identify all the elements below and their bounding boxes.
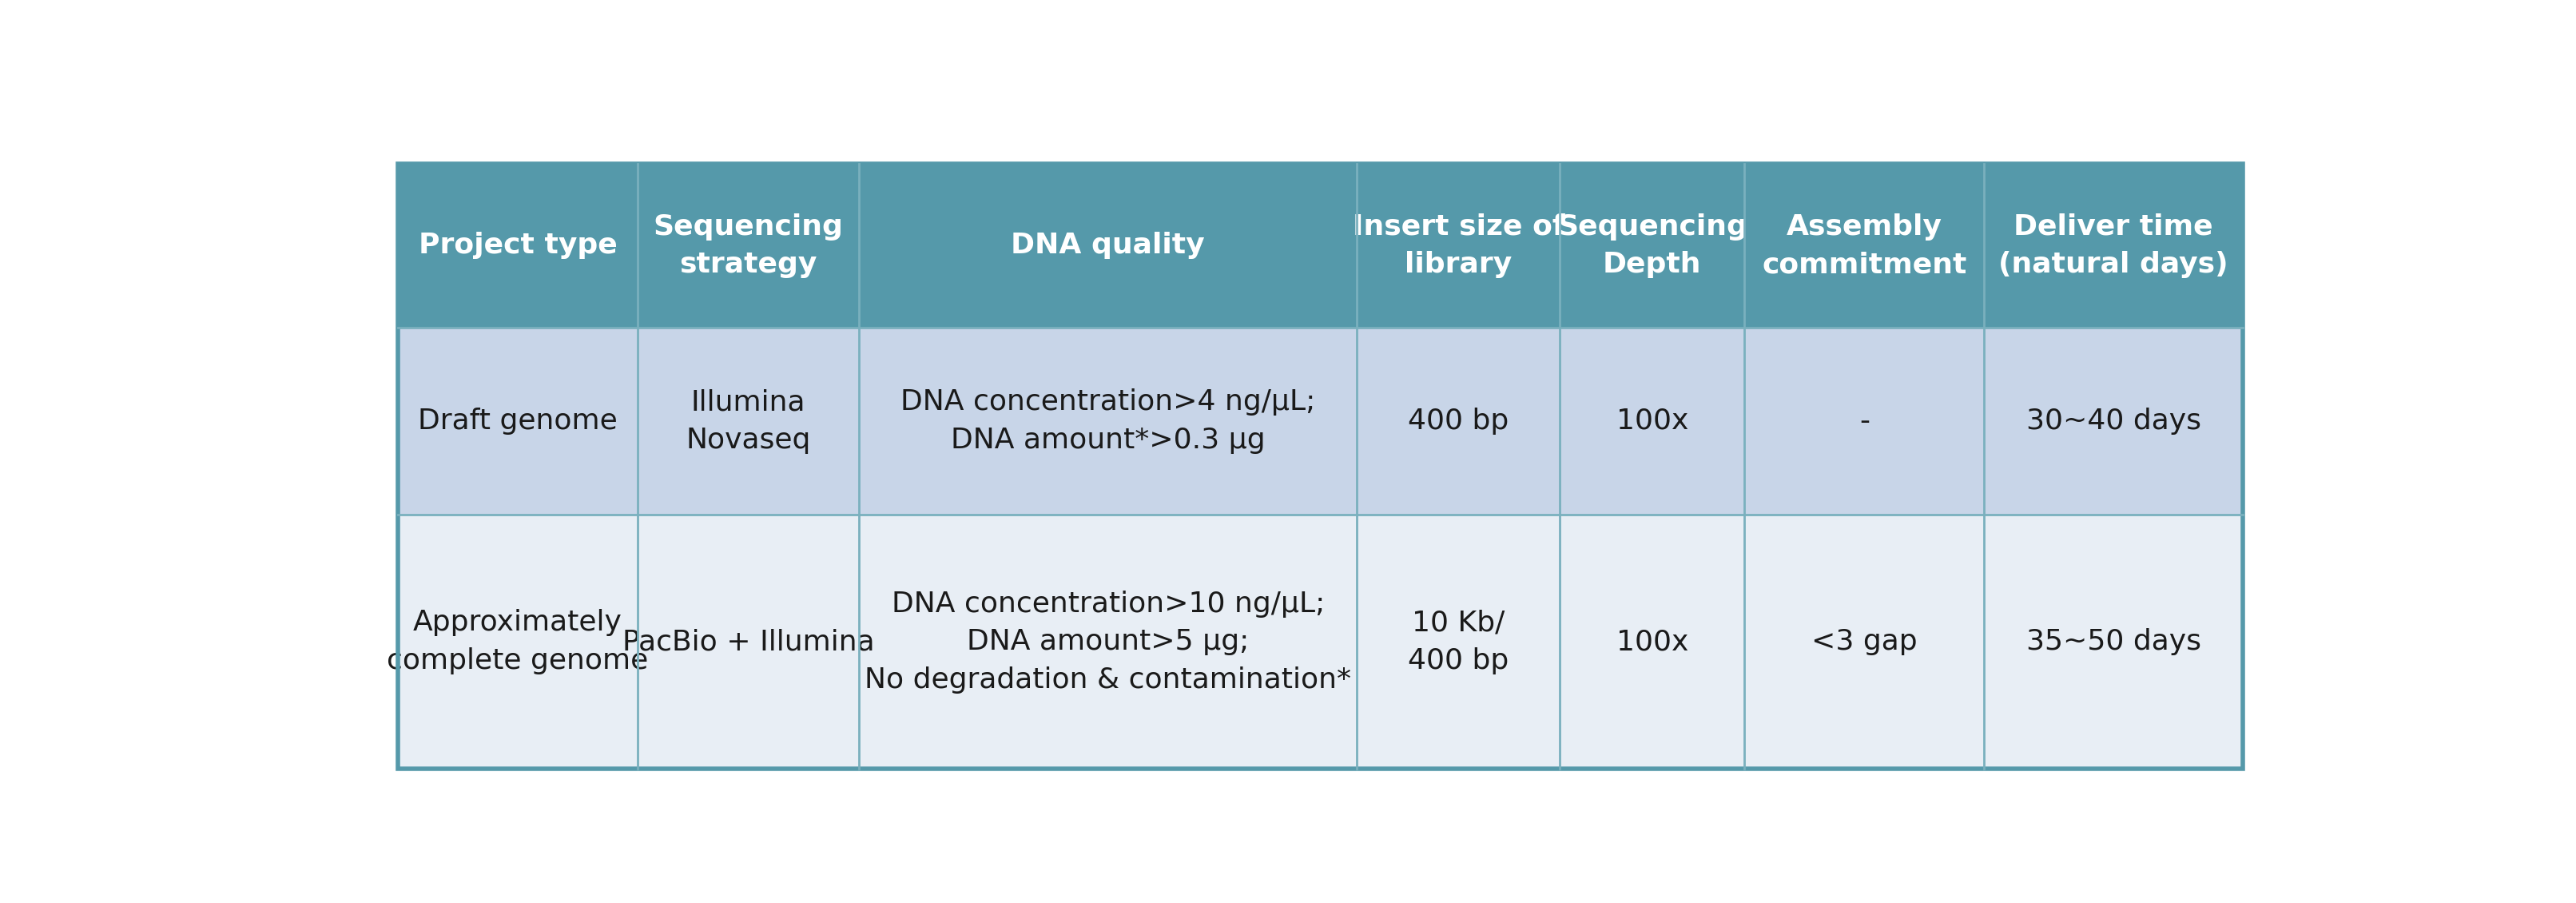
Text: Insert size of
library: Insert size of library	[1352, 213, 1564, 278]
FancyBboxPatch shape	[1744, 164, 1984, 327]
FancyBboxPatch shape	[858, 327, 1358, 515]
FancyBboxPatch shape	[639, 164, 858, 327]
FancyBboxPatch shape	[397, 164, 639, 327]
FancyBboxPatch shape	[1561, 515, 1744, 769]
Text: 400 bp: 400 bp	[1409, 407, 1510, 434]
FancyBboxPatch shape	[397, 515, 639, 769]
FancyBboxPatch shape	[1984, 164, 2244, 327]
Text: DNA concentration>10 ng/μL;
DNA amount>5 μg;
No degradation & contamination*: DNA concentration>10 ng/μL; DNA amount>5…	[866, 591, 1352, 694]
Text: Approximately
complete genome: Approximately complete genome	[386, 610, 649, 675]
Text: Draft genome: Draft genome	[417, 407, 618, 434]
Text: 30~40 days: 30~40 days	[2025, 407, 2200, 434]
FancyBboxPatch shape	[1358, 164, 1561, 327]
FancyBboxPatch shape	[1358, 327, 1561, 515]
FancyBboxPatch shape	[1744, 515, 1984, 769]
Text: 100x: 100x	[1615, 628, 1687, 656]
Text: Project type: Project type	[417, 232, 618, 259]
FancyBboxPatch shape	[1358, 515, 1561, 769]
Text: Assembly
commitment: Assembly commitment	[1762, 213, 1968, 278]
Text: <3 gap: <3 gap	[1811, 628, 1917, 656]
FancyBboxPatch shape	[397, 327, 639, 515]
FancyBboxPatch shape	[1561, 327, 1744, 515]
Text: Sequencing
strategy: Sequencing strategy	[654, 213, 842, 278]
Text: 35~50 days: 35~50 days	[2025, 628, 2200, 656]
FancyBboxPatch shape	[1984, 327, 2244, 515]
FancyBboxPatch shape	[639, 515, 858, 769]
Text: 100x: 100x	[1615, 407, 1687, 434]
Text: PacBio + Illumina: PacBio + Illumina	[623, 628, 873, 656]
FancyBboxPatch shape	[858, 164, 1358, 327]
Text: DNA quality: DNA quality	[1012, 232, 1206, 259]
Text: DNA concentration>4 ng/μL;
DNA amount*>0.3 μg: DNA concentration>4 ng/μL; DNA amount*>0…	[902, 388, 1316, 453]
FancyBboxPatch shape	[639, 327, 858, 515]
FancyBboxPatch shape	[1744, 327, 1984, 515]
FancyBboxPatch shape	[1561, 164, 1744, 327]
Text: -: -	[1860, 407, 1870, 434]
Text: Deliver time
(natural days): Deliver time (natural days)	[1999, 213, 2228, 278]
Text: 10 Kb/
400 bp: 10 Kb/ 400 bp	[1409, 610, 1510, 675]
Text: Illumina
Novaseq: Illumina Novaseq	[685, 388, 811, 453]
Text: Sequencing
Depth: Sequencing Depth	[1558, 213, 1747, 278]
FancyBboxPatch shape	[1984, 515, 2244, 769]
FancyBboxPatch shape	[858, 515, 1358, 769]
